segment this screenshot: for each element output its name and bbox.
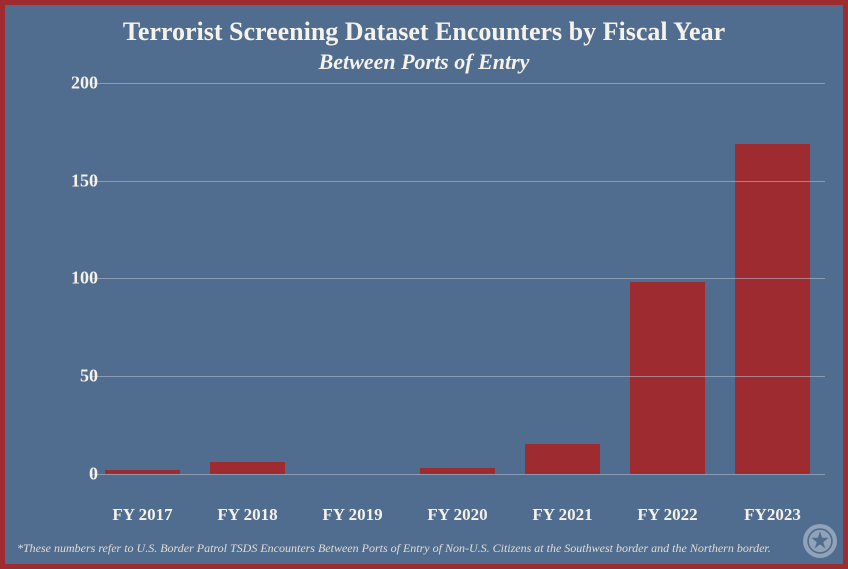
x-tick-label: FY 2020 [405,505,510,525]
y-tick-label: 200 [38,73,98,94]
bar [210,462,286,474]
x-tick-label: FY2023 [720,505,825,525]
y-tick-label: 150 [38,170,98,191]
bars-container [90,83,825,503]
y-tick-label: 50 [38,366,98,387]
bar [630,282,706,473]
seal-icon [803,524,837,558]
gridline [90,181,825,182]
gridline [90,83,825,84]
x-tick-label: FY 2019 [300,505,405,525]
x-axis-labels: FY 2017FY 2018FY 2019FY 2020FY 2021FY 20… [90,505,825,525]
gridline [90,474,825,475]
bar [525,444,601,473]
x-tick-label: FY 2018 [195,505,300,525]
y-tick-label: 0 [38,463,98,484]
y-tick-label: 100 [38,268,98,289]
x-tick-label: FY 2021 [510,505,615,525]
plot-area [90,83,825,503]
chart-title: Terrorist Screening Dataset Encounters b… [5,5,843,47]
footnote-text: *These numbers refer to U.S. Border Patr… [17,541,803,556]
bar [735,144,811,474]
gridline [90,376,825,377]
x-tick-label: FY 2022 [615,505,720,525]
chart-subtitle: Between Ports of Entry [5,49,843,75]
x-tick-label: FY 2017 [90,505,195,525]
chart-frame: Terrorist Screening Dataset Encounters b… [0,0,848,569]
gridline [90,278,825,279]
